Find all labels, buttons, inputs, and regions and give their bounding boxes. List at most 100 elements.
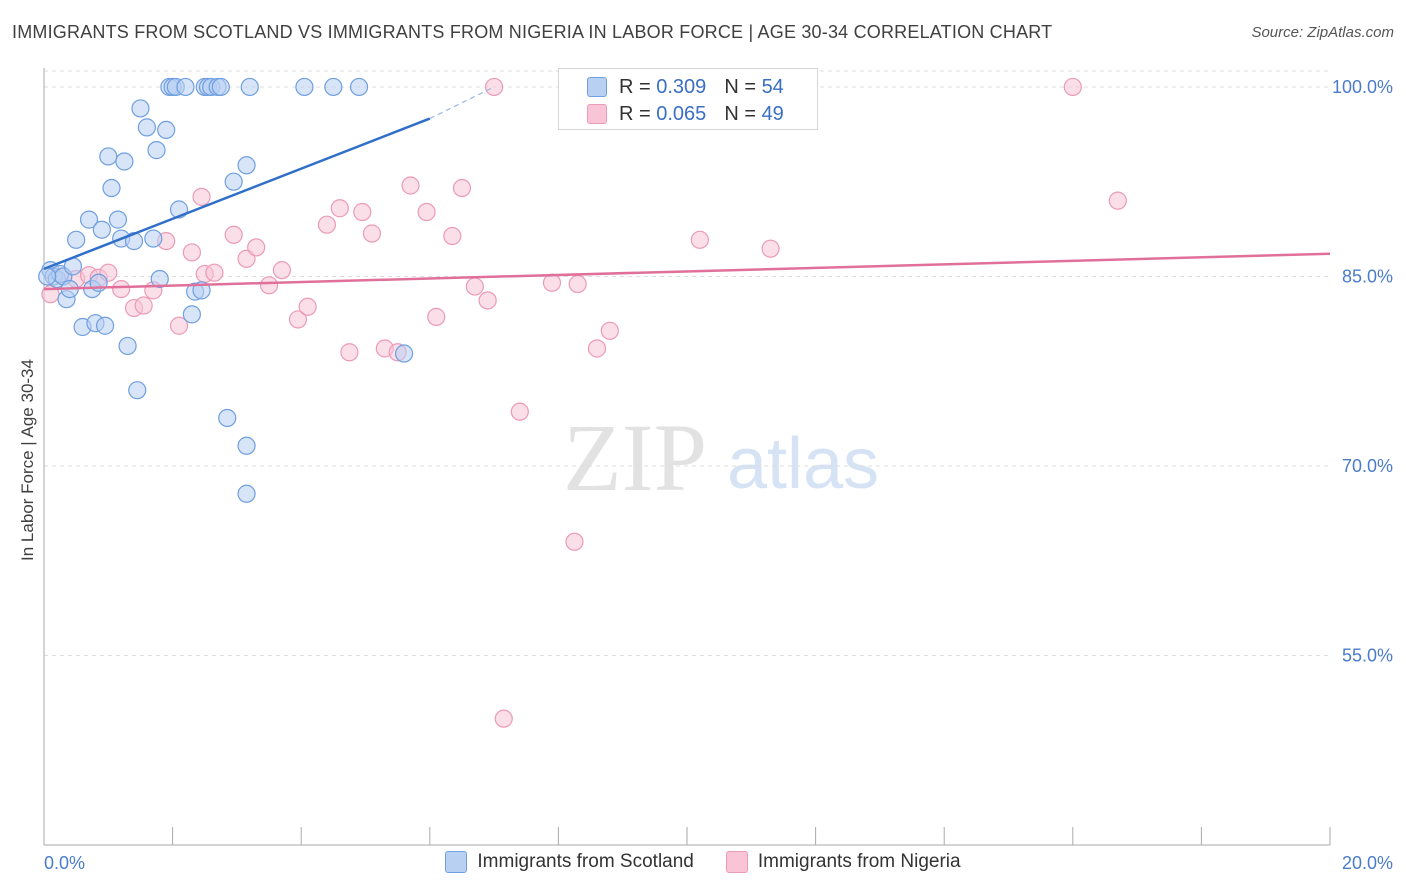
scotland-point	[131, 99, 150, 118]
scotland-point	[92, 220, 111, 239]
nigeria-point	[272, 261, 292, 280]
scotland-legend-label: Immigrants from Scotland	[477, 851, 694, 872]
nigeria-point	[494, 709, 513, 728]
nigeria-points	[41, 77, 1127, 728]
nigeria-point	[340, 343, 359, 362]
nigeria-point	[112, 279, 131, 299]
legend-row-nigeria: R = 0.065 N = 49	[587, 102, 784, 126]
scotland-point	[79, 210, 99, 229]
series-legend: Immigrants from Scotland Immigrants from…	[0, 851, 1406, 873]
scotland-point	[102, 178, 121, 198]
scotland-point	[211, 77, 230, 97]
scotland-point	[150, 269, 169, 289]
scotland-point	[157, 120, 176, 140]
scotland-swatch	[587, 77, 607, 97]
nigeria-point	[401, 176, 420, 195]
nigeria-point	[427, 307, 446, 326]
scotland-point	[137, 118, 156, 137]
scotland-point	[295, 77, 314, 97]
nigeria-point	[587, 339, 607, 358]
watermark-zip: ZIP	[563, 404, 707, 511]
nigeria-point	[182, 243, 201, 262]
nigeria-point	[761, 239, 780, 258]
nigeria-point	[568, 274, 587, 294]
scotland-point	[38, 267, 57, 286]
scotland-n-label: N =	[724, 75, 756, 98]
correlation-legend: R = 0.309 N = 54 R = 0.065 N = 49	[558, 68, 818, 130]
y-tick-label: 85.0%	[1342, 266, 1393, 286]
scotland-point	[144, 229, 163, 248]
scotland-points	[38, 77, 414, 503]
nigeria-point	[465, 277, 484, 296]
y-tick-labels: 55.0% 70.0% 85.0% 100.0%	[1332, 77, 1393, 666]
nigeria-point	[317, 215, 337, 234]
trend-lines	[43, 86, 1331, 291]
scotland-point	[176, 77, 195, 97]
scotland-point	[218, 408, 237, 428]
scotland-point	[108, 210, 128, 229]
nigeria-trend-line	[43, 252, 1331, 291]
nigeria-point	[600, 321, 619, 340]
scotland-r-value: 0.309	[656, 75, 707, 98]
chart-title: IMMIGRANTS FROM SCOTLAND VS IMMIGRANTS F…	[12, 22, 1053, 42]
scotland-point	[237, 156, 256, 175]
nigeria-point	[224, 225, 243, 244]
zipatlas-watermark: ZIP atlas	[563, 404, 879, 511]
scotland-point	[324, 77, 343, 97]
x-tick-label-max: 20.0%	[1342, 853, 1393, 873]
scotland-point	[67, 230, 86, 249]
scotland-trend-extension	[429, 86, 495, 120]
nigeria-legend-swatch	[725, 851, 748, 873]
nigeria-point	[485, 77, 504, 97]
watermark-atlas: atlas	[727, 424, 879, 504]
y-tick-label: 100.0%	[1332, 77, 1393, 97]
legend-item-scotland: Immigrants from Scotland	[445, 851, 694, 873]
nigeria-point	[565, 532, 584, 551]
scotland-point	[394, 344, 414, 363]
nigeria-point	[362, 224, 382, 243]
scotland-n-value: 54	[761, 75, 784, 98]
scotland-point	[237, 436, 256, 455]
y-tick-label: 70.0%	[1342, 456, 1393, 476]
nigeria-point	[353, 202, 372, 222]
scotland-point	[128, 381, 147, 400]
source-credit: Source: ZipAtlas.com	[1251, 24, 1394, 41]
nigeria-r-label: R =	[619, 102, 651, 125]
nigeria-point	[247, 238, 266, 257]
nigeria-point	[452, 178, 472, 198]
nigeria-point	[542, 273, 562, 292]
x-tick-label-min: 0.0%	[44, 853, 85, 873]
nigeria-point	[510, 402, 529, 421]
scotland-point	[349, 77, 369, 97]
nigeria-point	[1108, 191, 1127, 210]
nigeria-point	[169, 316, 189, 335]
nigeria-point	[134, 296, 153, 315]
nigeria-point	[478, 291, 497, 310]
nigeria-point	[330, 199, 349, 218]
nigeria-point	[288, 310, 308, 329]
nigeria-r-value: 0.065	[656, 102, 707, 125]
grid-lines	[44, 70, 1330, 656]
scotland-point	[237, 484, 256, 503]
nigeria-point	[690, 230, 709, 249]
nigeria-point	[205, 263, 224, 282]
nigeria-point	[1063, 77, 1082, 97]
scotland-point	[224, 172, 243, 191]
legend-item-nigeria: Immigrants from Nigeria	[725, 851, 961, 873]
scotland-point	[118, 336, 137, 356]
scotland-point	[95, 316, 115, 335]
x-tick-labels: 0.0% 20.0%	[44, 853, 1393, 873]
scotland-point	[115, 152, 134, 171]
nigeria-point	[417, 202, 436, 222]
nigeria-n-value: 49	[761, 102, 784, 125]
y-tick-label: 55.0%	[1342, 645, 1393, 665]
nigeria-n-label: N =	[724, 102, 756, 125]
scotland-legend-swatch	[445, 851, 468, 873]
scotland-trend-line	[43, 117, 431, 271]
scotland-point	[182, 305, 201, 324]
nigeria-legend-label: Immigrants from Nigeria	[757, 851, 961, 872]
legend-row-scotland: R = 0.309 N = 54	[587, 75, 784, 99]
scotland-point	[240, 77, 259, 97]
nigeria-point	[192, 187, 211, 206]
